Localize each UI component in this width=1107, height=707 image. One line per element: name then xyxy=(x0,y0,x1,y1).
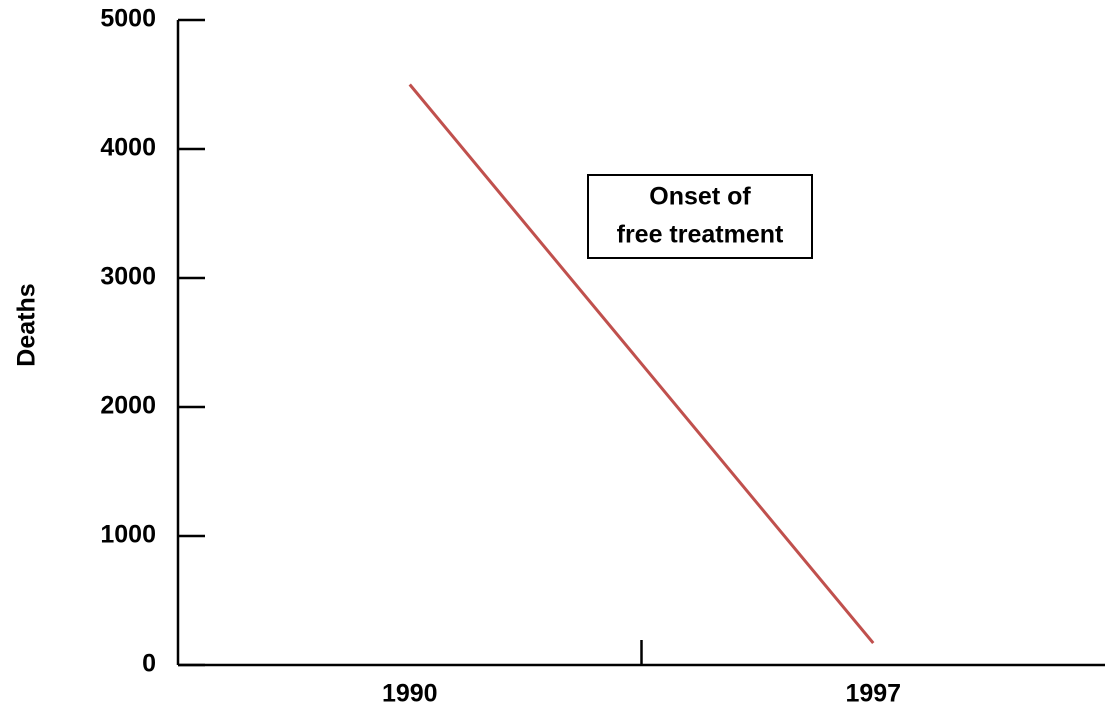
y-axis-label: Deaths xyxy=(13,283,41,366)
y-tick-label: 5000 xyxy=(100,5,156,33)
annotation-box xyxy=(587,174,813,259)
annotation-text: free treatment xyxy=(617,221,784,249)
x-tick-label: 1990 xyxy=(382,680,438,707)
annotation-text: Onset of xyxy=(649,183,751,211)
data-line xyxy=(408,83,875,645)
y-tick-label: 2000 xyxy=(100,392,156,420)
y-tick-label: 4000 xyxy=(100,134,156,162)
y-tick-label: 0 xyxy=(142,650,156,678)
y-tick-label: 3000 xyxy=(100,263,156,291)
y-tick-label: 1000 xyxy=(100,521,156,549)
x-tick-label: 1997 xyxy=(845,680,901,707)
